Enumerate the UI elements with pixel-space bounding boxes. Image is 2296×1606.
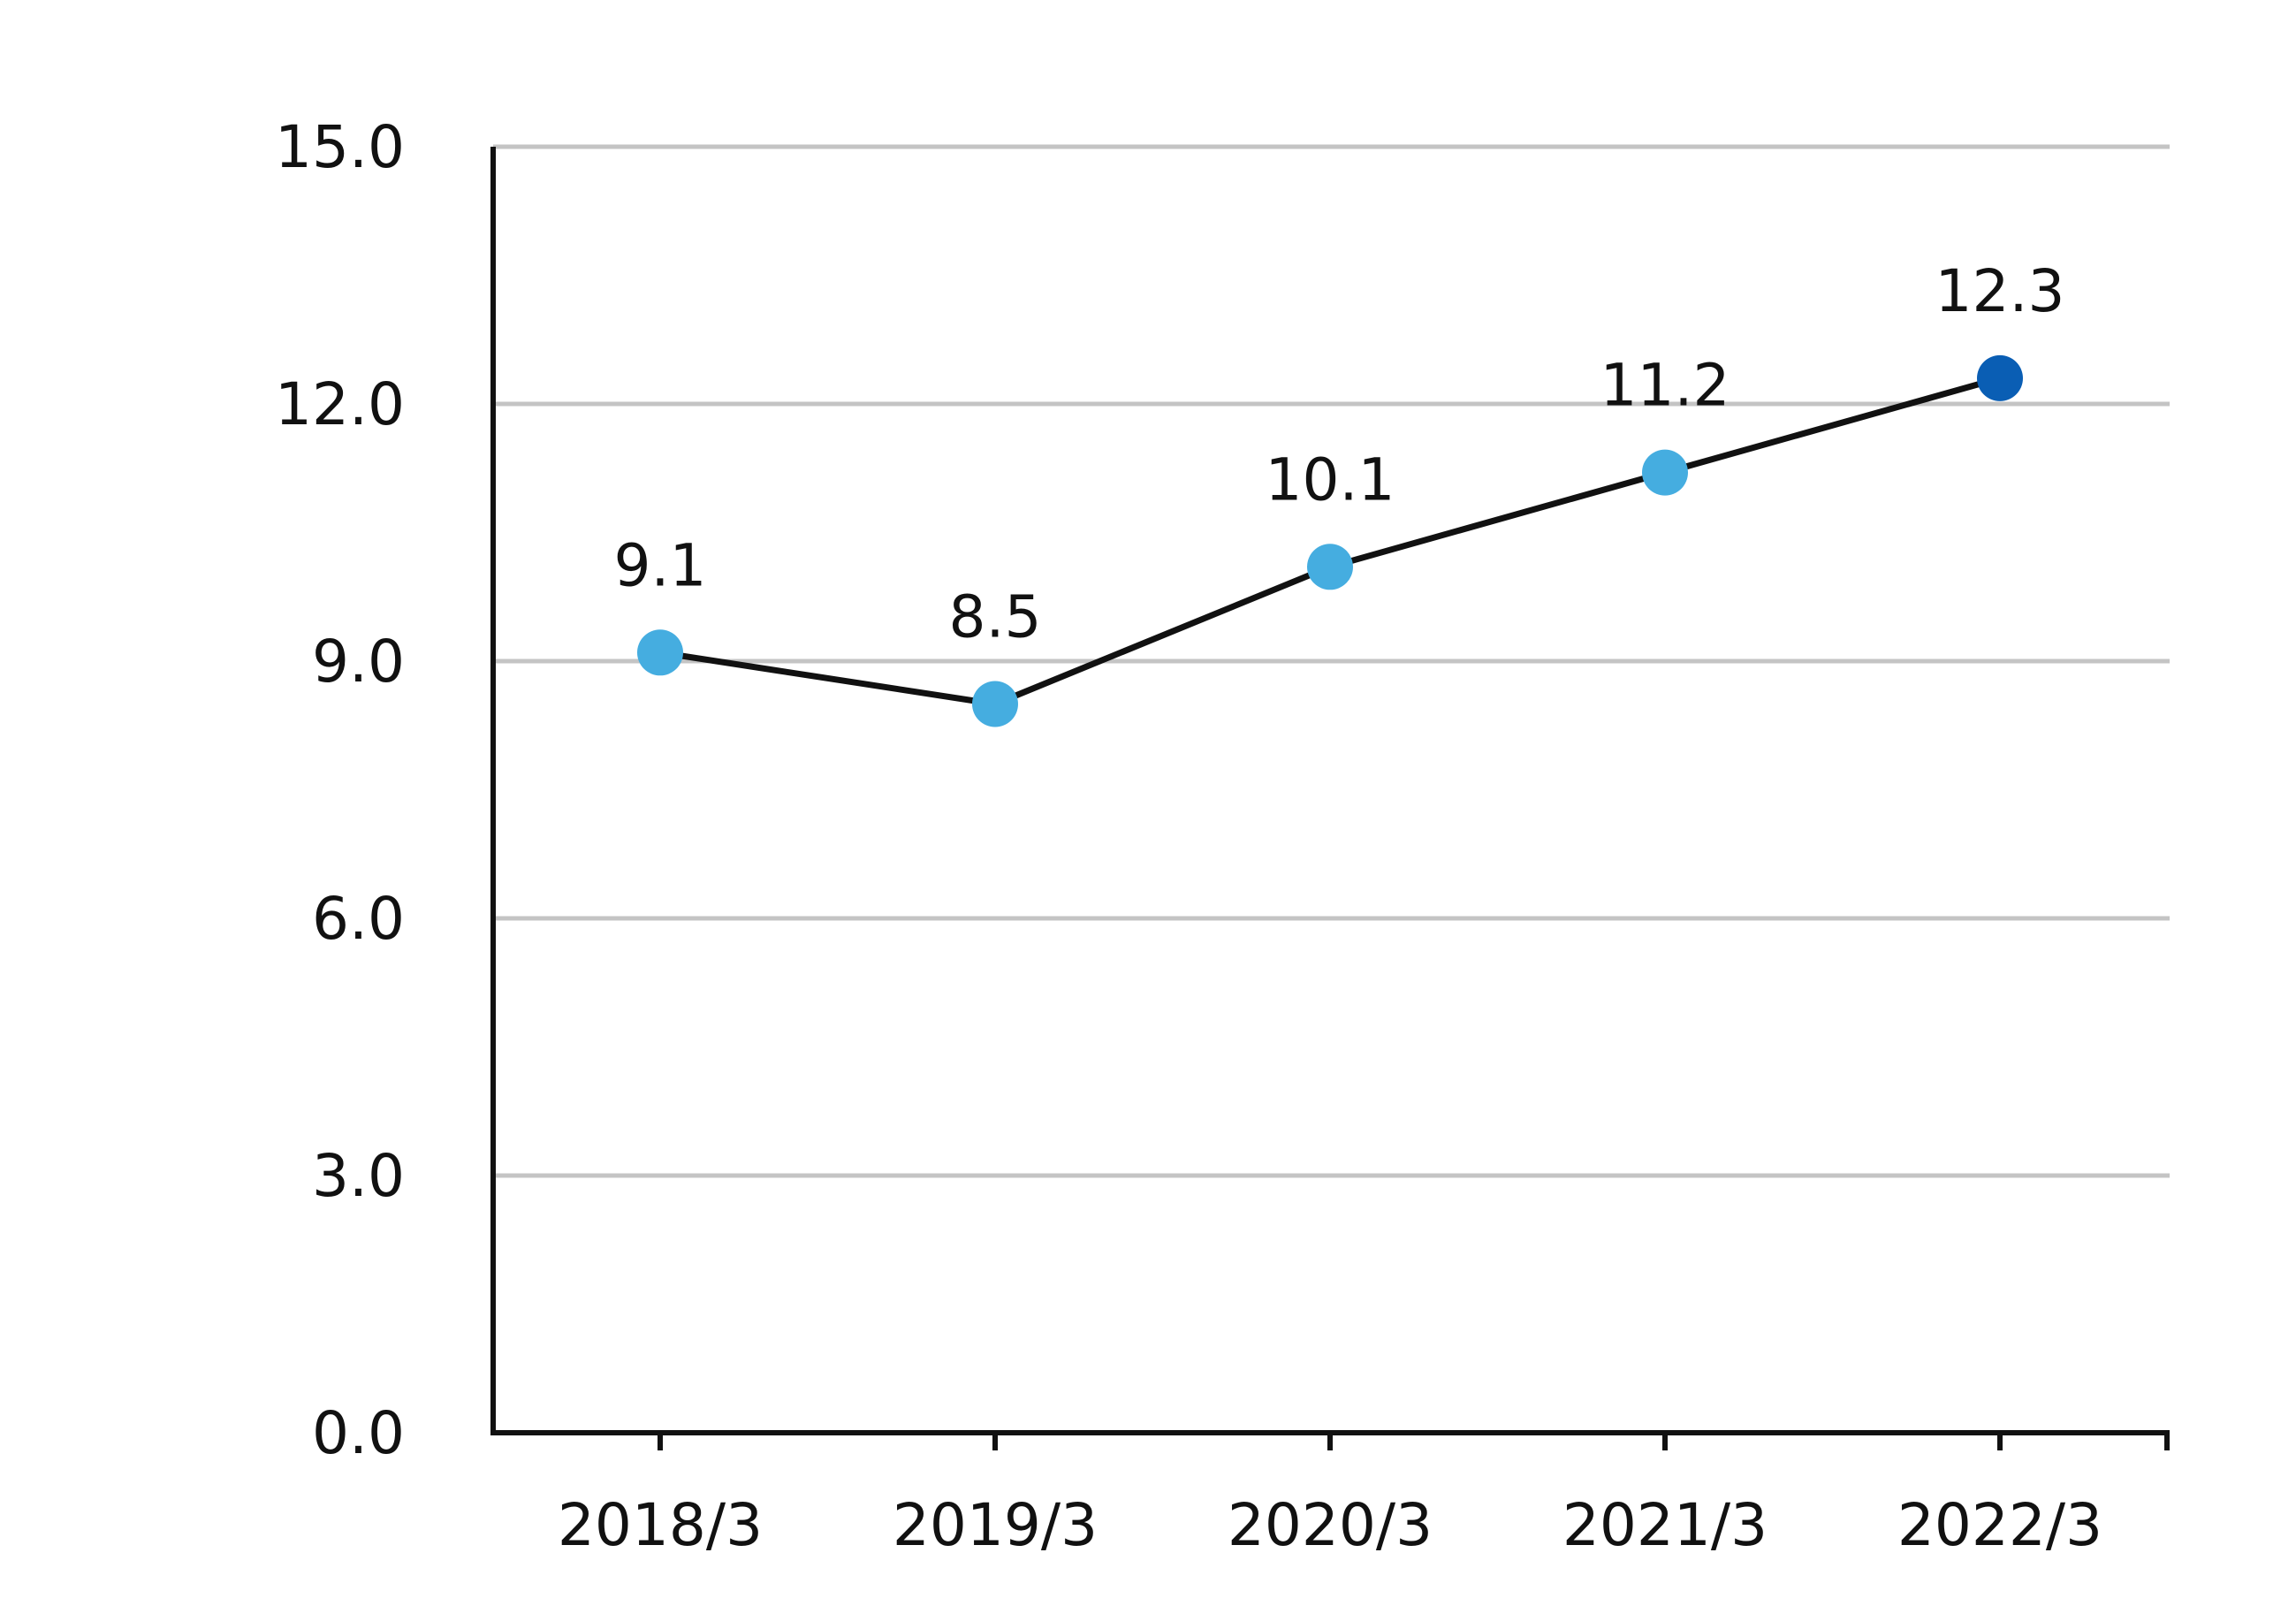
data-point [1307, 544, 1353, 590]
series-line [659, 375, 2001, 707]
y-tick-label: 6.0 [312, 885, 405, 953]
data-label: 9.1 [614, 531, 707, 599]
data-labels: 9.1 8.5 10.1 11.2 12.3 [614, 257, 2065, 651]
data-point [1977, 354, 2023, 401]
data-point [637, 629, 683, 676]
data-label: 10.1 [1266, 445, 1395, 514]
data-points [637, 354, 2023, 727]
data-label: 12.3 [1935, 257, 2065, 325]
x-tick-label: 2021/3 [1562, 1491, 1768, 1559]
data-point [972, 681, 1018, 727]
y-tick-label: 9.0 [312, 628, 405, 696]
x-tick-label: 2019/3 [893, 1491, 1098, 1559]
axes [490, 147, 2170, 1450]
x-tick-label: 2020/3 [1228, 1491, 1433, 1559]
data-label: 11.2 [1600, 352, 1730, 420]
data-label: 8.5 [949, 583, 1042, 651]
x-tick-labels: 2018/3 2019/3 2020/3 2021/3 2022/3 [558, 1491, 2102, 1559]
x-tick-label: 2022/3 [1897, 1491, 2102, 1559]
y-tick-labels: 0.0 3.0 6.0 9.0 12.0 15.0 [275, 113, 405, 1467]
y-tick-label: 12.0 [275, 370, 405, 438]
x-tick-label: 2018/3 [558, 1491, 763, 1559]
gridlines [493, 144, 2170, 1178]
y-tick-label: 15.0 [275, 113, 405, 181]
series-line-group [659, 375, 2001, 707]
y-tick-label: 3.0 [312, 1142, 405, 1210]
y-tick-label: 0.0 [312, 1399, 405, 1467]
data-point [1642, 449, 1688, 496]
